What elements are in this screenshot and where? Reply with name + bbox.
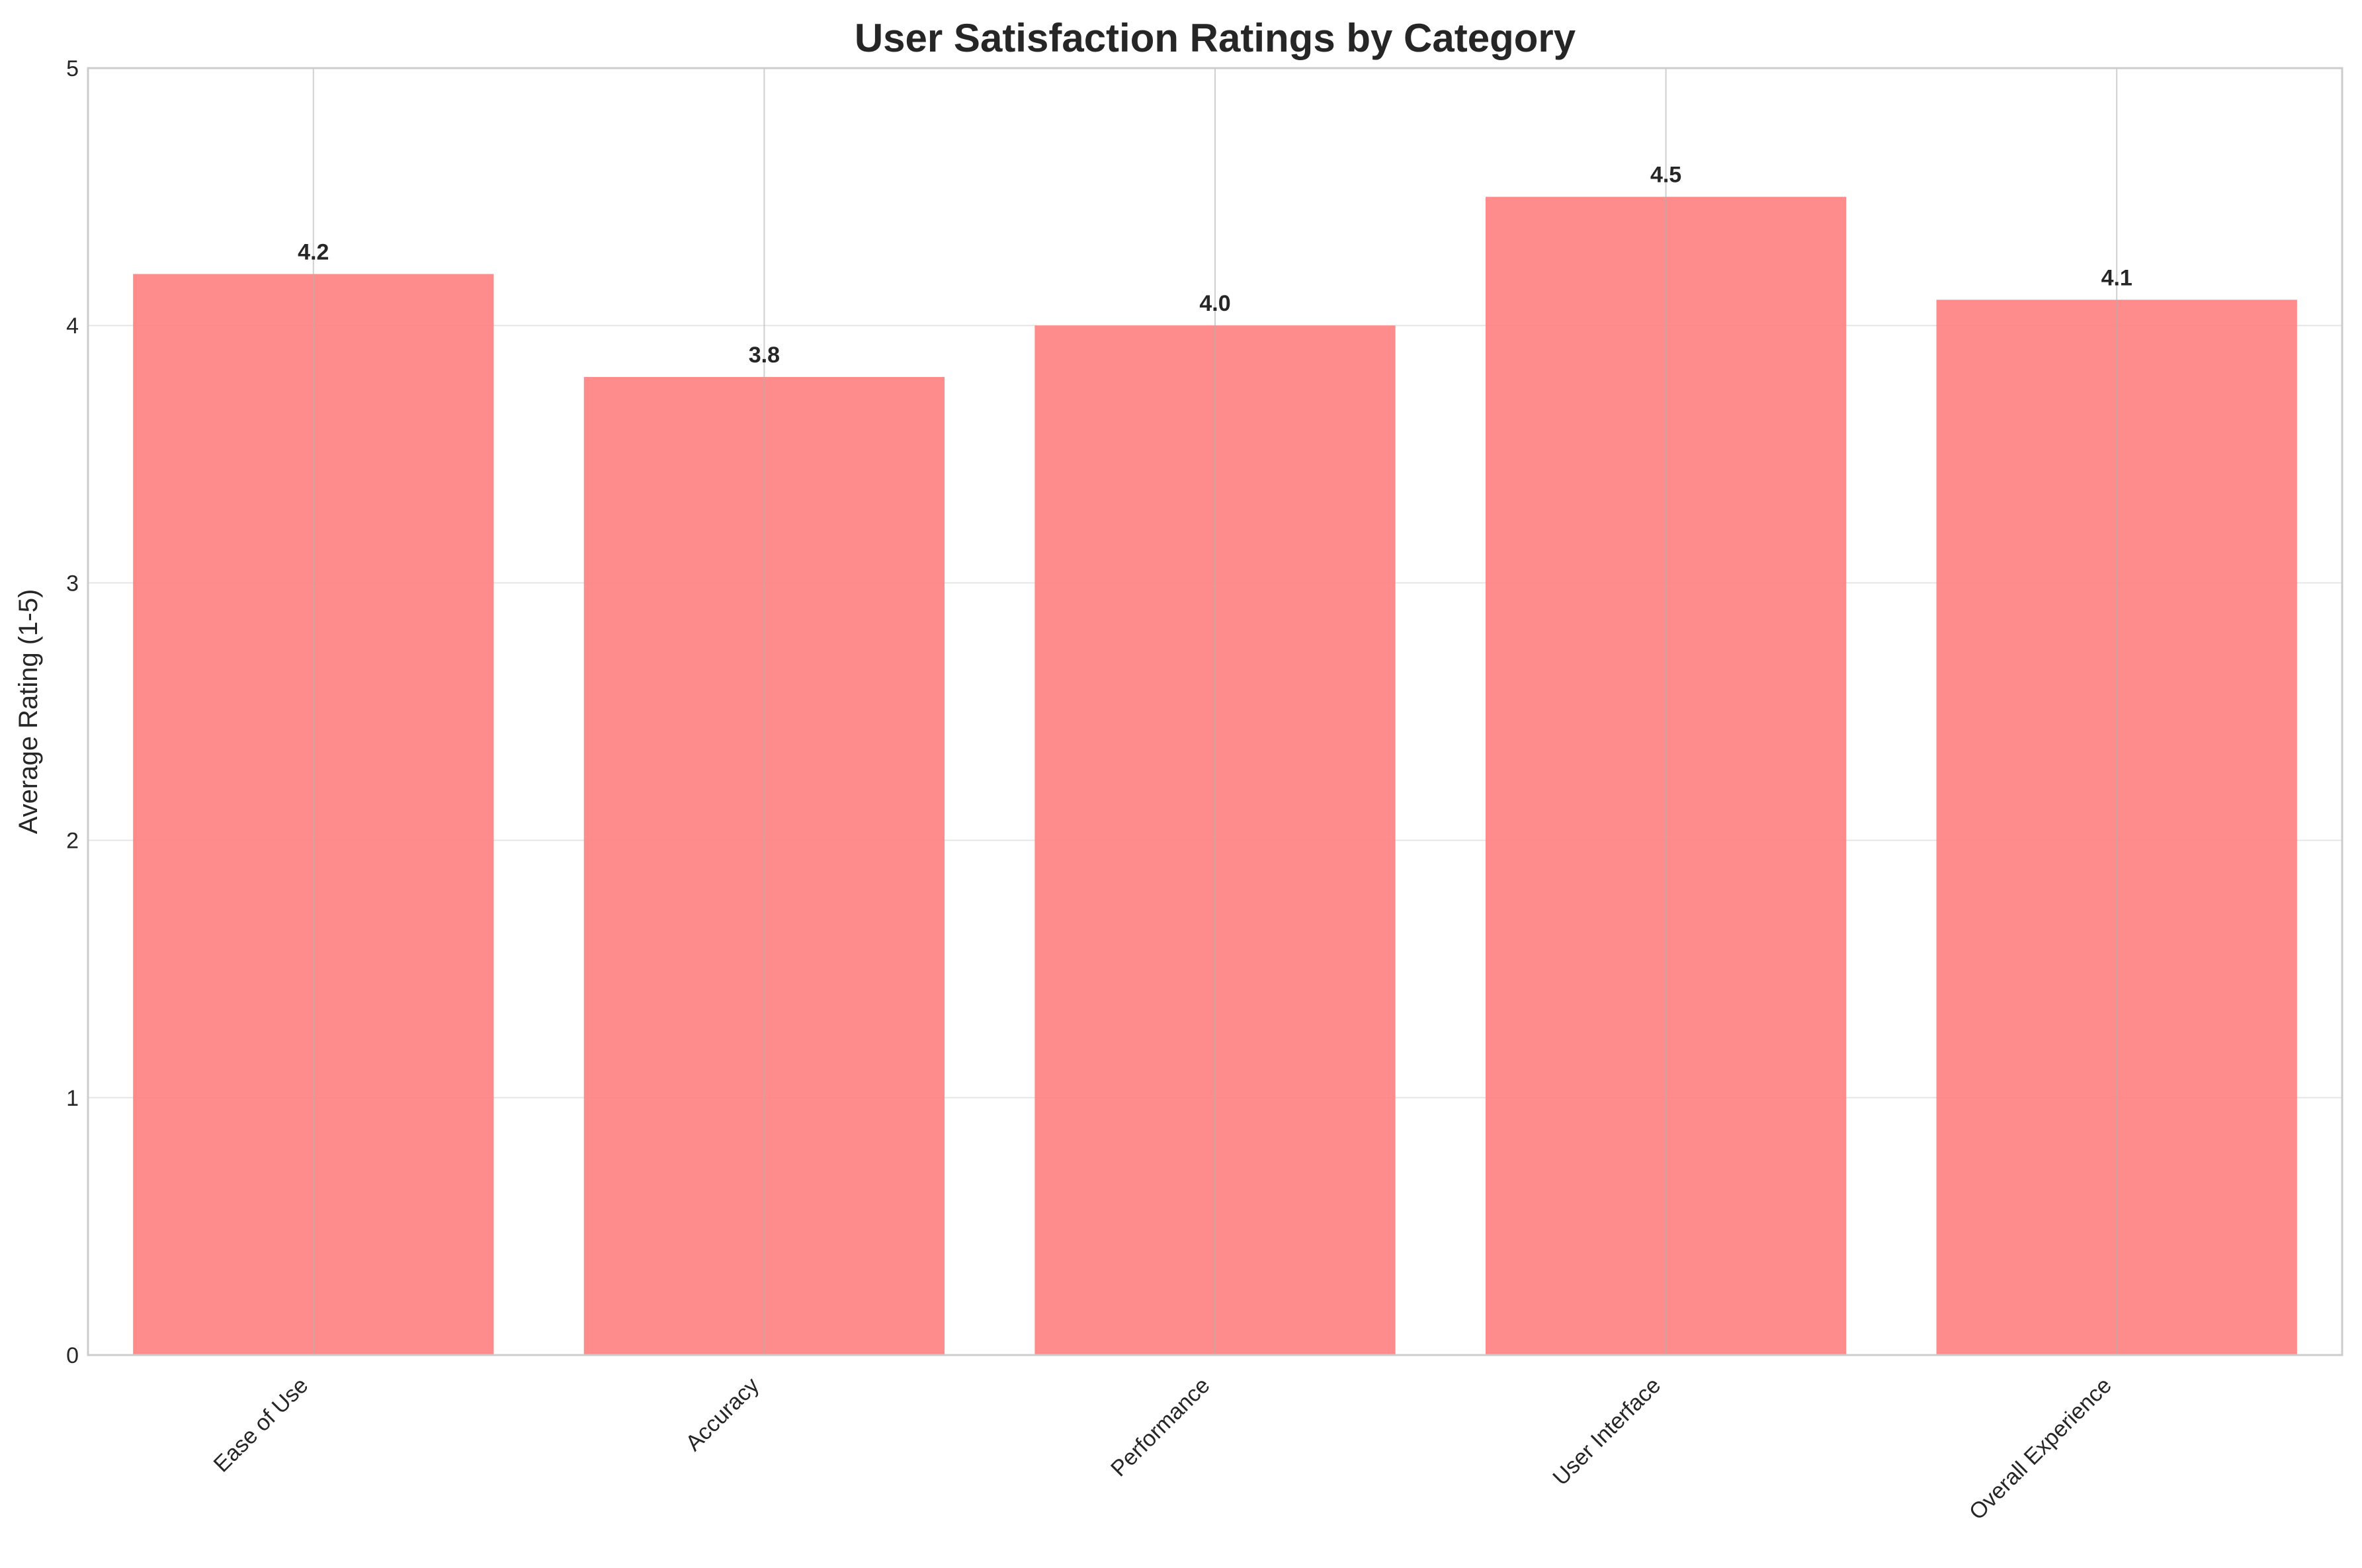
y-tick-label: 3 bbox=[66, 571, 79, 596]
bar-value-label: 3.8 bbox=[749, 343, 780, 368]
y-tick-label: 0 bbox=[66, 1343, 79, 1368]
y-axis-label: Average Rating (1-5) bbox=[14, 589, 43, 835]
y-tick-label: 5 bbox=[66, 56, 79, 81]
y-tick-label: 1 bbox=[66, 1086, 79, 1111]
x-tick-label: Performance bbox=[1106, 1373, 1215, 1482]
bar-value-label: 4.1 bbox=[2101, 265, 2132, 290]
plot-frame bbox=[87, 67, 2343, 1356]
chart-title: User Satisfaction Ratings by Category bbox=[855, 16, 1576, 60]
bar-value-label: 4.2 bbox=[298, 239, 329, 265]
y-axis-ticks: 0 1 2 3 4 5 bbox=[66, 56, 79, 1368]
x-tick-label: Ease of Use bbox=[209, 1373, 314, 1477]
y-tick-label: 4 bbox=[66, 313, 79, 339]
x-tick-label: Accuracy bbox=[681, 1373, 764, 1456]
x-tick-label: User Interface bbox=[1548, 1373, 1666, 1491]
bar-value-label: 4.0 bbox=[1199, 291, 1230, 316]
x-axis-ticks: Ease of Use Accuracy Performance User Inter… bbox=[209, 1373, 2117, 1525]
y-tick-label: 2 bbox=[66, 829, 79, 854]
value-labels: 4.2 3.8 4.0 4.5 4.1 bbox=[298, 163, 2132, 368]
bar-value-label: 4.5 bbox=[1650, 163, 1681, 188]
x-tick-label: Overall Experience bbox=[1964, 1373, 2117, 1525]
vertical-grid-lines bbox=[312, 68, 2118, 1355]
